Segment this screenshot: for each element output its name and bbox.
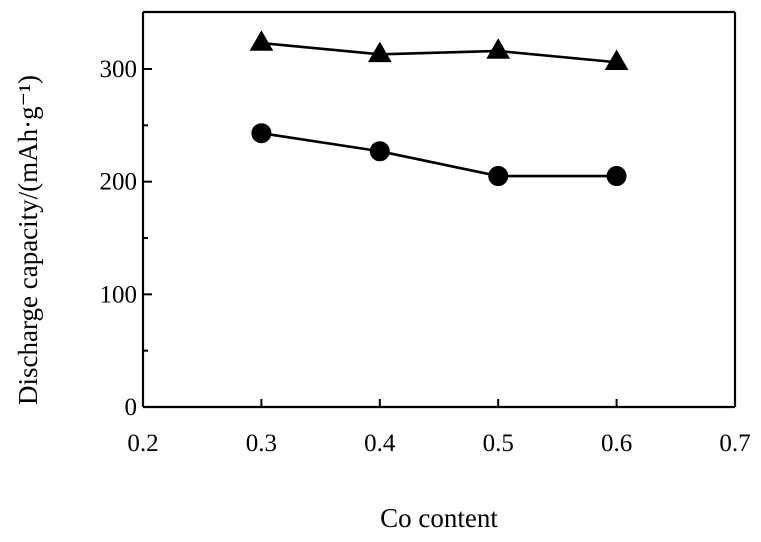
x-tick-label: 0.4 — [364, 430, 396, 457]
triangle-marker — [604, 49, 629, 70]
triangle-marker — [486, 38, 511, 59]
triangle-marker — [367, 41, 392, 63]
x-axis-ticks: 0.2 0.3 0.4 0.5 0.6 0.7 — [127, 399, 751, 457]
circle-marker — [606, 166, 627, 187]
triangle-marker — [249, 30, 274, 51]
series-line-circle — [261, 131, 617, 178]
circle-marker — [488, 166, 509, 187]
series-layer — [249, 30, 629, 187]
y-axis-title: Discharge capacity/(mAh·g⁻¹) — [13, 75, 43, 405]
x-tick-label: 0.3 — [246, 430, 277, 457]
x-tick-label: 0.2 — [127, 430, 158, 457]
y-tick-label: 200 — [100, 169, 138, 196]
x-tick-label: 0.7 — [719, 430, 750, 457]
y-tick-label: 0 — [125, 394, 138, 421]
circle-marker — [369, 141, 390, 162]
y-tick-label: 300 — [100, 56, 138, 83]
y-axis-ticks: 0 100 200 300 — [100, 56, 152, 421]
x-axis-title: Co content — [380, 503, 498, 533]
plot-frame — [141, 10, 737, 409]
series-line-triangle — [261, 41, 617, 64]
x-tick-label: 0.6 — [601, 430, 632, 457]
y-tick-label: 100 — [100, 281, 138, 308]
x-tick-label: 0.5 — [483, 430, 514, 457]
circle-marker — [251, 123, 272, 144]
